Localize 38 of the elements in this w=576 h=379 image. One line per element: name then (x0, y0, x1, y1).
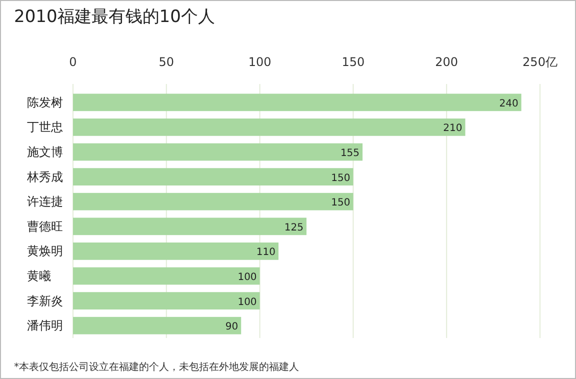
y-tick-label: 李新炎 (27, 294, 63, 308)
x-tick-label: 200 (435, 55, 458, 69)
x-tick-label: 50 (158, 55, 174, 69)
y-tick-label: 许连捷 (27, 194, 63, 209)
y-tick-label: 黄曦 (27, 269, 51, 283)
data-label: 100 (238, 272, 257, 283)
data-label: 150 (331, 198, 350, 209)
data-label: 155 (340, 148, 360, 159)
bar (73, 267, 260, 285)
data-label: 210 (443, 123, 462, 134)
y-tick-label: 陈发树 (27, 95, 63, 110)
y-tick-label: 林秀成 (26, 170, 63, 184)
y-tick-label: 黄焕明 (27, 244, 63, 258)
bar (73, 168, 354, 186)
x-tick-label: 0 (69, 55, 77, 69)
bar (73, 94, 522, 112)
data-label: 125 (284, 222, 304, 234)
bar (73, 118, 466, 136)
y-tick-label: 曹德旺 (27, 219, 63, 234)
bar (73, 218, 306, 236)
data-label: 110 (256, 247, 276, 258)
text: *本表仅包括公司设立在福建的个人，未包括在外地发展的福建人 (14, 361, 299, 373)
bar (73, 316, 242, 334)
chart-title: 2010福建最有钱的10个人 (14, 7, 215, 27)
bar (73, 292, 260, 310)
bar (73, 192, 354, 210)
bar (73, 143, 363, 161)
bar (73, 242, 278, 260)
x-tick-label: 150 (342, 55, 365, 69)
y-tick-label: 潘伟明 (27, 318, 63, 333)
y-tick-label: 丁世忠 (27, 120, 63, 134)
x-tick-label: 250亿 (522, 55, 558, 69)
x-tick-label: 100 (248, 55, 272, 69)
data-label: 100 (238, 296, 257, 308)
data-label: 90 (225, 322, 238, 333)
data-label: 150 (331, 172, 350, 184)
data-label: 240 (499, 98, 518, 110)
y-tick-label: 施文博 (27, 145, 63, 159)
